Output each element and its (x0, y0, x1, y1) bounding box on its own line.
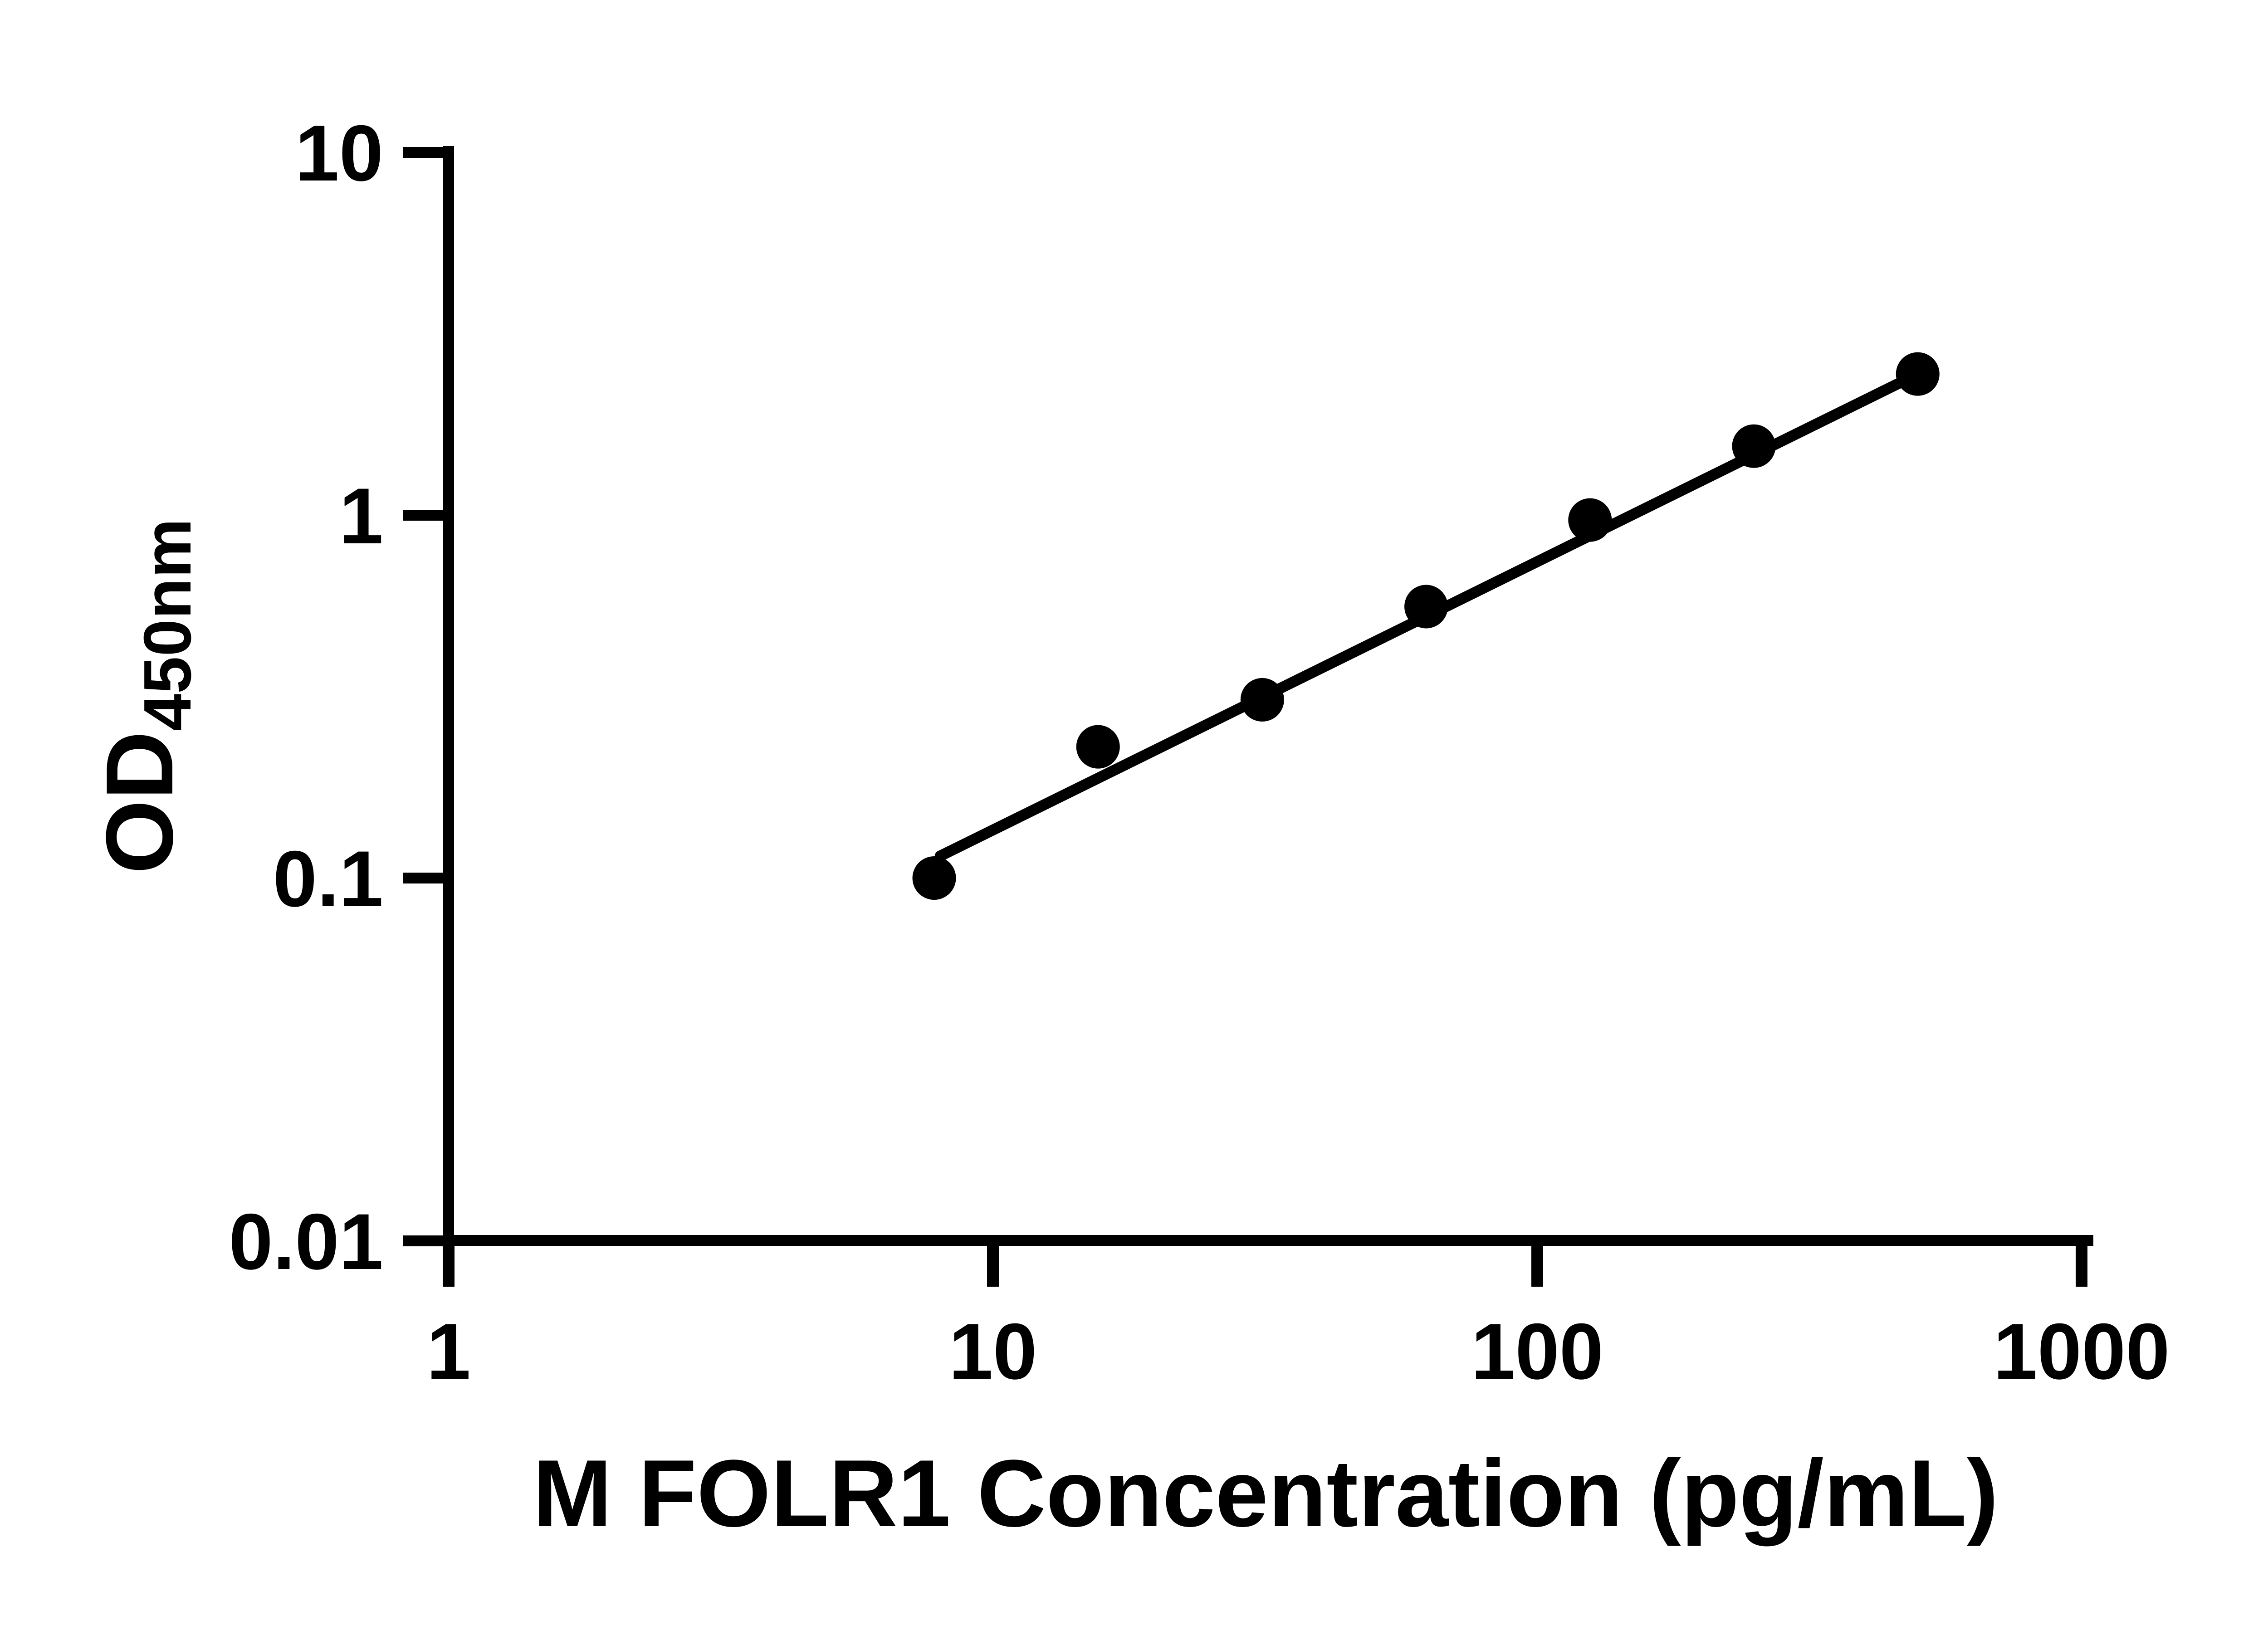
y-axis-line (443, 146, 454, 1246)
x-tick-10 (987, 1246, 999, 1287)
x-tick-1000 (2076, 1246, 2087, 1287)
data-point-1 (912, 856, 956, 900)
y-tick-10 (403, 147, 443, 158)
x-axis-line (443, 1235, 2093, 1246)
y-axis-title: OD450nm (86, 518, 205, 874)
x-tick-label-1: 1 (426, 1308, 470, 1396)
y-tick-1 (403, 510, 443, 521)
data-point-5 (1568, 498, 1612, 542)
x-tick-label-10: 10 (949, 1308, 1037, 1396)
y-axis-title-main: OD (86, 731, 193, 874)
y-tick-label-10: 10 (295, 109, 383, 198)
data-point-2 (1076, 725, 1120, 769)
y-tick-label-0.1: 0.1 (273, 835, 383, 923)
y-tick-0.1 (403, 873, 443, 883)
x-tick-1 (443, 1246, 455, 1287)
data-point-6 (1732, 424, 1776, 468)
x-tick-label-1000: 1000 (1993, 1308, 2170, 1396)
y-tick-label-0.01: 0.01 (229, 1198, 383, 1286)
data-point-7 (1896, 352, 1940, 396)
y-tick-label-1: 1 (339, 472, 383, 561)
x-tick-label-100: 100 (1471, 1308, 1603, 1396)
x-tick-100 (1531, 1246, 1543, 1287)
y-axis-title-subscript: 450nm (130, 518, 205, 731)
y-tick-0.01 (403, 1235, 443, 1246)
data-point-3 (1240, 678, 1284, 722)
x-axis-title: M FOLR1 Concentration (pg/mL) (533, 1440, 1998, 1547)
data-point-4 (1404, 585, 1448, 629)
